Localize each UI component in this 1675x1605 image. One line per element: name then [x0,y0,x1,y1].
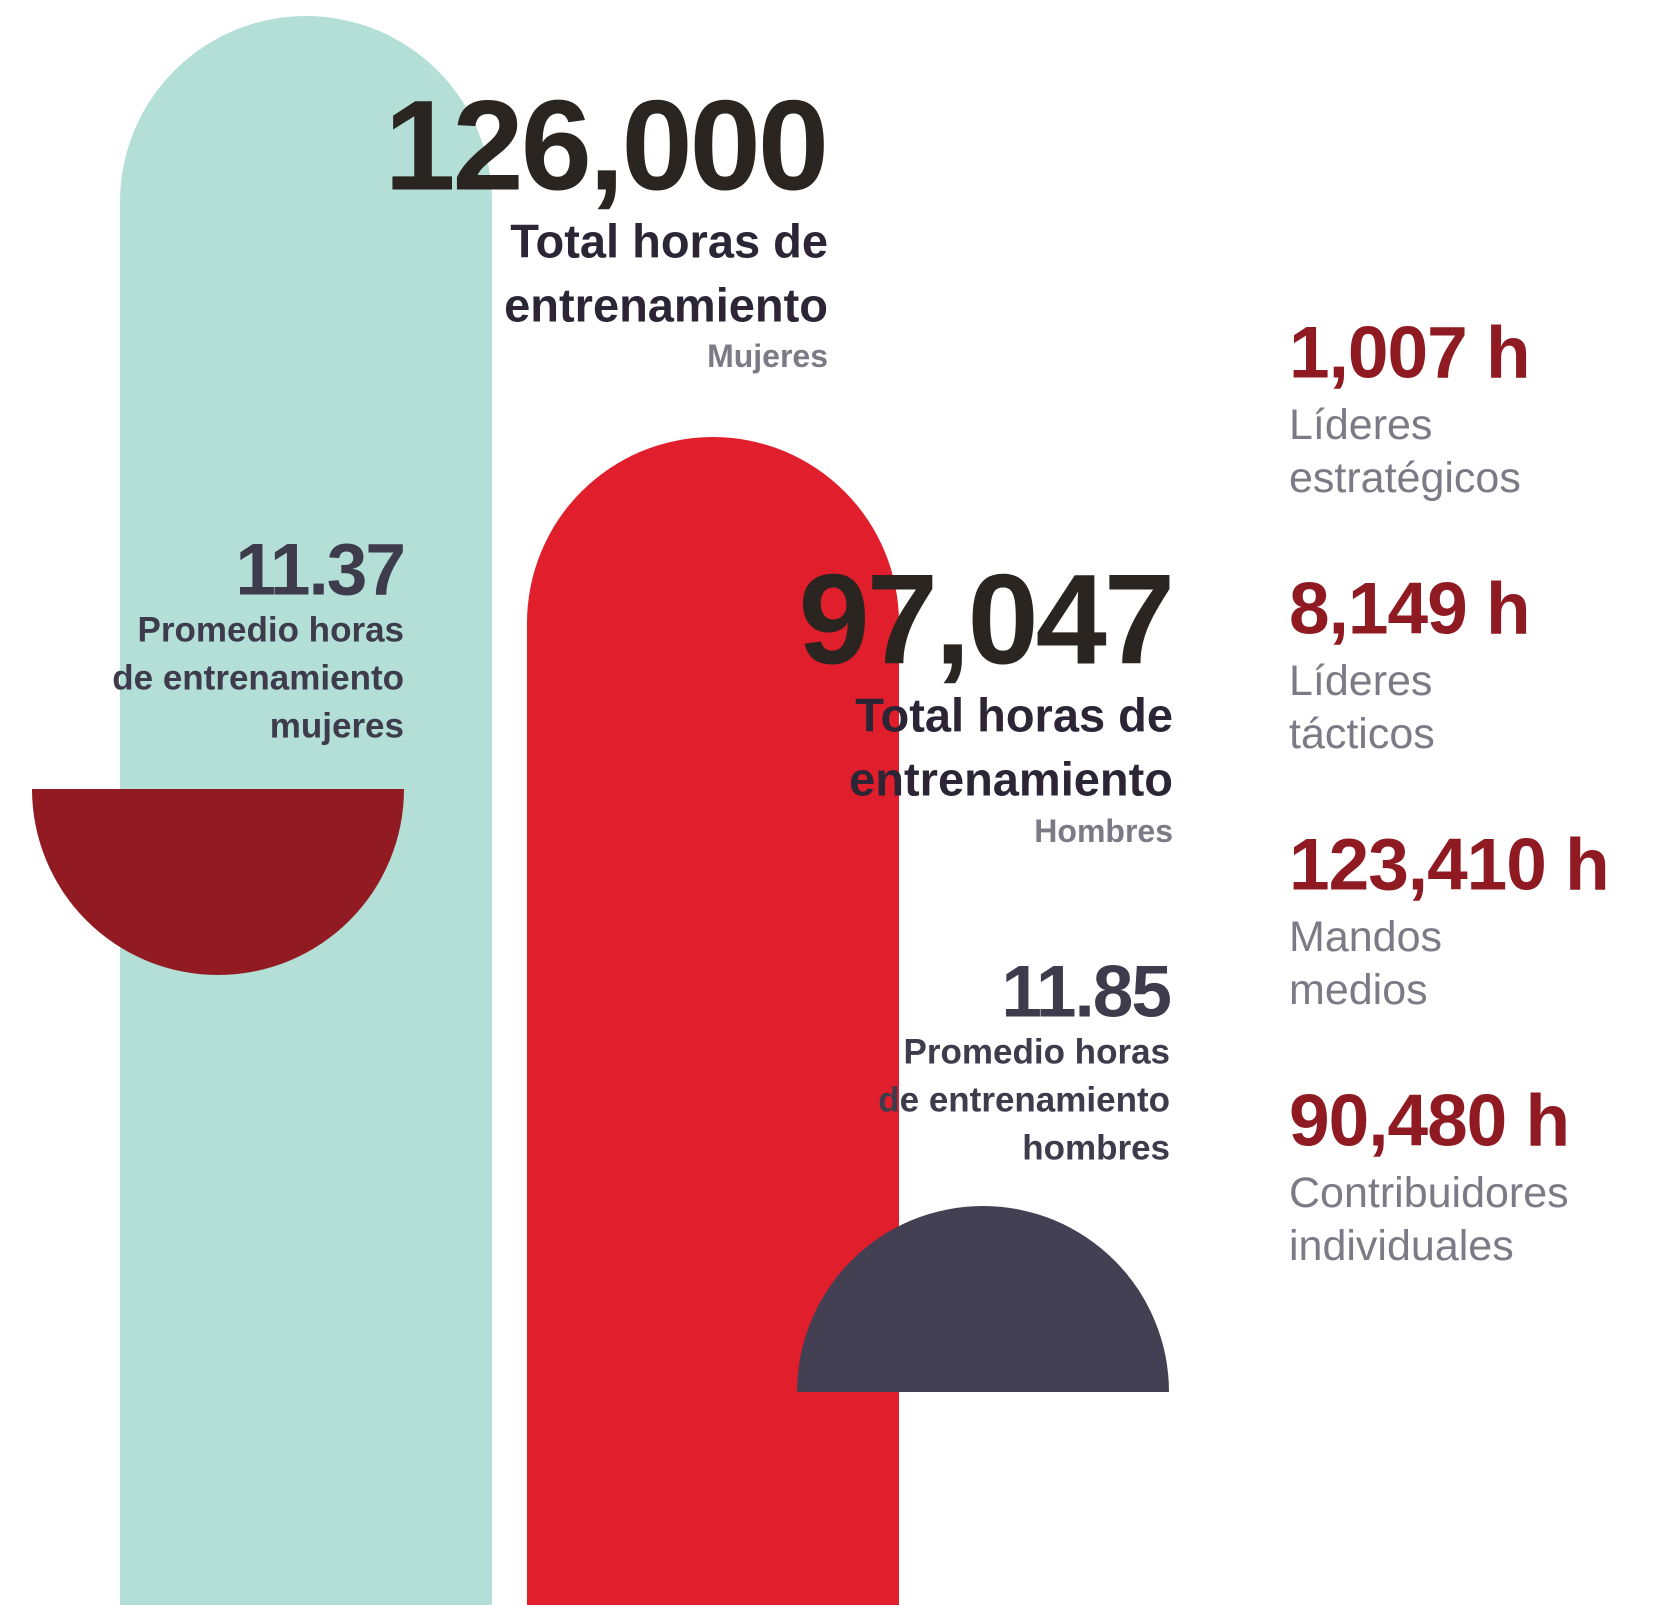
level-hours: 8,149 h [1289,569,1530,650]
level-hours: 1,007 h [1289,313,1530,394]
level-label: tácticos [1289,710,1435,758]
women-average: 11.37 [235,530,404,611]
level-label: estratégicos [1289,454,1521,502]
level-label: Contribuidores [1289,1169,1569,1217]
women-average-label: de entrenamiento [112,659,404,698]
women-total: 126,000 [384,75,826,218]
women-half-circle [32,789,404,975]
women-total-label: Total horas de [510,215,828,268]
men-average-label: hombres [1022,1129,1170,1168]
women-average-label: Promedio horas [138,611,404,650]
men-total: 97,047 [799,549,1173,692]
men-average: 11.85 [1001,952,1170,1033]
levels: 1,007 h Líderes estratégicos 8,149 h Líderes… [1289,313,1610,1271]
men-average-label: Promedio horas [904,1033,1170,1072]
men-group: Hombres [1034,813,1173,849]
level-hours: 90,480 h [1289,1081,1569,1162]
level-label: medios [1289,966,1428,1014]
men-total-label: entrenamiento [849,753,1173,806]
women-total-label: entrenamiento [504,279,828,332]
level-label: Mandos [1289,913,1442,961]
men-total-label: Total horas de [855,689,1173,742]
level-label: Líderes [1289,657,1432,705]
level-hours: 123,410 h [1289,825,1609,906]
women-group: Mujeres [707,338,828,374]
men-half-circle [797,1206,1169,1392]
women-average-label: mujeres [270,707,404,746]
men-average-label: de entrenamiento [878,1081,1170,1120]
level-label: Líderes [1289,401,1432,449]
level-label: individuales [1289,1222,1514,1270]
men-pillar [527,437,899,1605]
